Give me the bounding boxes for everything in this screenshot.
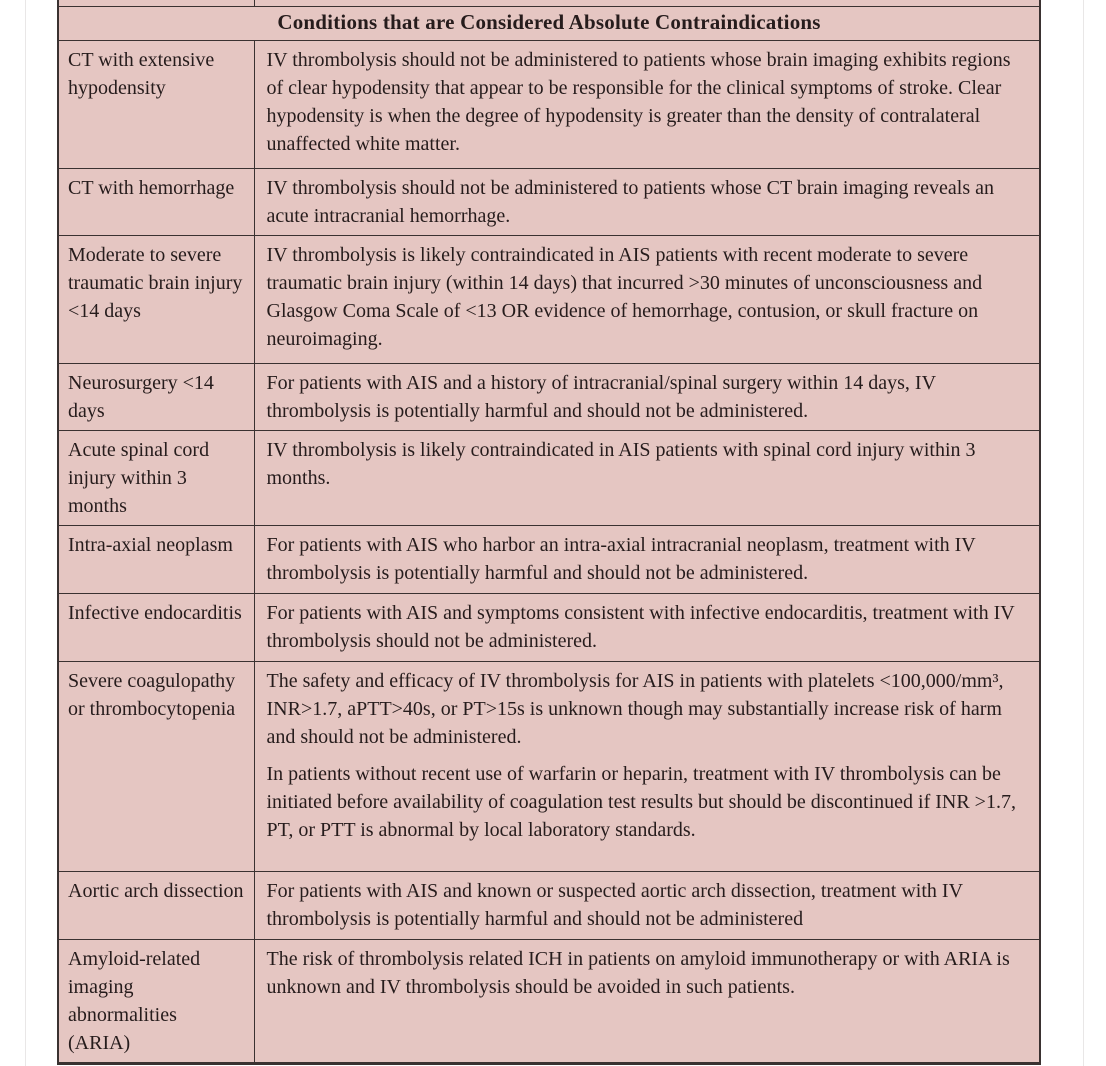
condition-cell: Infective endocarditis — [57, 592, 255, 662]
table-row: Amyloid-related imaging abnormalities (A… — [57, 938, 1041, 1064]
description-paragraph: The risk of thrombolysis related ICH in … — [266, 947, 1010, 998]
description-paragraph: For patients with AIS and known or suspe… — [266, 879, 963, 930]
table-title: Conditions that are Considered Absolute … — [57, 5, 1041, 41]
table-row: Infective endocarditis For patients with… — [57, 592, 1041, 662]
description-paragraph: For patients with AIS and symptoms consi… — [266, 601, 1015, 652]
description-paragraph: IV thrombolysis should not be administer… — [266, 176, 994, 227]
description-cell: IV thrombolysis should not be administer… — [253, 39, 1041, 169]
condition-cell: Intra-axial neoplasm — [57, 524, 255, 594]
description-cell: The risk of thrombolysis related ICH in … — [253, 938, 1041, 1064]
description-paragraph: For patients with AIS who harbor an intr… — [266, 533, 976, 584]
description-cell: For patients with AIS and symptoms consi… — [253, 592, 1041, 662]
table-row: CT with extensive hypodensity IV thrombo… — [57, 39, 1041, 169]
table-header-row: Conditions that are Considered Absolute … — [57, 5, 1041, 41]
table-row: Moderate to severe traumatic brain injur… — [57, 234, 1041, 364]
description-paragraph: In patients without recent use of warfar… — [266, 762, 1016, 841]
condition-cell: CT with hemorrhage — [57, 167, 255, 236]
description-paragraph: For patients with AIS and a history of i… — [266, 371, 936, 422]
condition-cell: Moderate to severe traumatic brain injur… — [57, 234, 255, 364]
description-cell: IV thrombolysis should not be administer… — [253, 167, 1041, 236]
table-row: Severe coagulopathy or thrombocytopenia … — [57, 660, 1041, 872]
description-paragraph: The safety and efficacy of IV thrombolys… — [266, 669, 1004, 748]
condition-cell: CT with extensive hypodensity — [57, 39, 255, 169]
table-row: Aortic arch dissection For patients with… — [57, 870, 1041, 940]
condition-cell: Acute spinal cord injury within 3 months — [57, 429, 255, 526]
contraindications-table: Conditions that are Considered Absolute … — [57, 0, 1041, 1065]
condition-cell: Aortic arch dissection — [57, 870, 255, 940]
description-paragraph: IV thrombolysis is likely contraindicate… — [266, 243, 983, 350]
description-cell: For patients with AIS and known or suspe… — [253, 870, 1041, 940]
table-row: Intra-axial neoplasm For patients with A… — [57, 524, 1041, 594]
description-cell: For patients with AIS who harbor an intr… — [253, 524, 1041, 594]
table-row: Neurosurgery <14 days For patients with … — [57, 362, 1041, 431]
condition-cell: Neurosurgery <14 days — [57, 362, 255, 431]
condition-cell: Severe coagulopathy or thrombocytopenia — [57, 660, 255, 872]
description-paragraph: IV thrombolysis is likely contraindicate… — [266, 438, 976, 489]
description-cell: IV thrombolysis is likely contraindicate… — [253, 429, 1041, 526]
description-cell: For patients with AIS and a history of i… — [253, 362, 1041, 431]
description-paragraph: IV thrombolysis should not be administer… — [266, 48, 1011, 155]
description-cell: The safety and efficacy of IV thrombolys… — [253, 660, 1041, 872]
table-row: Acute spinal cord injury within 3 months… — [57, 429, 1041, 526]
condition-cell: Amyloid-related imaging abnormalities (A… — [57, 938, 255, 1064]
description-cell: IV thrombolysis is likely contraindicate… — [253, 234, 1041, 364]
table-row: CT with hemorrhage IV thrombolysis shoul… — [57, 167, 1041, 236]
